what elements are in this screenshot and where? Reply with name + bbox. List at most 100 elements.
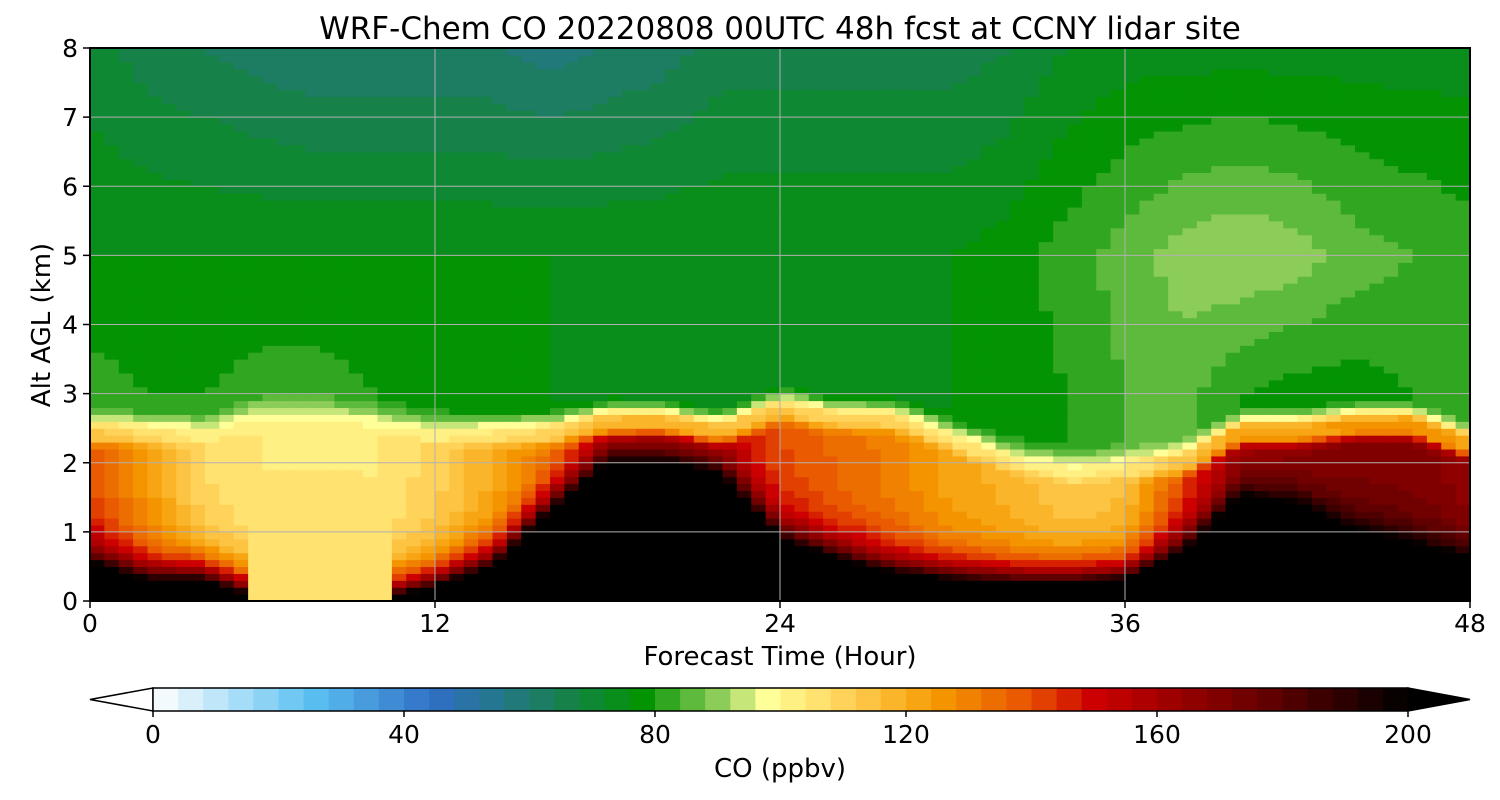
heatmap-cell (837, 400, 853, 409)
heatmap-cell (679, 241, 695, 250)
heatmap-cell (492, 276, 508, 284)
heatmap-cell (708, 442, 724, 450)
heatmap-cell (334, 421, 350, 429)
heatmap-cell (205, 365, 220, 374)
heatmap-cell (262, 310, 278, 319)
heatmap-cell (147, 566, 163, 574)
heatmap-cell (593, 255, 609, 263)
heatmap-cell (823, 331, 839, 339)
heatmap-cell (176, 179, 192, 187)
heatmap-cell (435, 276, 450, 284)
heatmap-cell (722, 372, 738, 381)
heatmap-cell (420, 234, 436, 243)
heatmap-cell (952, 573, 968, 581)
heatmap-cell (895, 75, 910, 84)
heatmap-cell (363, 117, 379, 125)
heatmap-cell (521, 172, 537, 180)
heatmap-cell (118, 324, 134, 333)
heatmap-cell (938, 54, 954, 63)
heatmap-cell (363, 497, 379, 505)
heatmap-cell (90, 61, 105, 70)
heatmap-cell (535, 365, 551, 374)
heatmap-cell (564, 262, 580, 270)
heatmap-cell (808, 345, 824, 353)
heatmap-cell (391, 269, 407, 277)
heatmap-cell (665, 518, 680, 526)
heatmap-cell (736, 538, 752, 547)
heatmap-cell (593, 538, 609, 547)
heatmap-cell (593, 193, 609, 201)
heatmap-cell (521, 61, 537, 70)
heatmap-cell (823, 144, 839, 153)
heatmap-cell (161, 179, 177, 187)
heatmap-cell (923, 317, 939, 326)
heatmap-cell (305, 61, 321, 70)
heatmap-cell (248, 234, 264, 243)
heatmap-cell (837, 518, 853, 526)
heatmap-cell (161, 421, 177, 429)
heatmap-cell (320, 186, 335, 194)
heatmap-cell (550, 365, 565, 374)
heatmap-cell (895, 359, 910, 367)
heatmap-cell (650, 172, 666, 180)
heatmap-cell (205, 490, 220, 498)
heatmap-cell (147, 393, 163, 402)
heatmap-cell (895, 151, 910, 160)
heatmap-cell (506, 511, 522, 519)
heatmap-cell (808, 96, 824, 104)
heatmap-cell (190, 276, 206, 284)
heatmap-cell (693, 151, 709, 160)
heatmap-cell (909, 490, 925, 498)
heatmap-cell (808, 137, 824, 146)
heatmap-cell (492, 573, 508, 581)
heatmap-cell (449, 200, 465, 208)
heatmap-cell (176, 442, 192, 450)
heatmap-cell (751, 48, 767, 56)
heatmap-cell (981, 545, 997, 554)
heatmap-cell (780, 448, 795, 457)
heatmap-cell (535, 117, 551, 125)
heatmap-cell (305, 365, 321, 374)
heatmap-cell (449, 276, 465, 284)
heatmap-cell (823, 552, 839, 561)
heatmap-cell (751, 393, 767, 402)
heatmap-cell (808, 54, 824, 63)
heatmap-cell (708, 54, 724, 63)
heatmap-cell (506, 193, 522, 201)
heatmap-cell (161, 483, 177, 491)
heatmap-cell (377, 255, 393, 263)
heatmap-cell (492, 580, 508, 588)
heatmap-cell (449, 504, 465, 512)
heatmap-cell (521, 580, 537, 588)
heatmap-cell (794, 200, 810, 208)
heatmap-cell (248, 324, 264, 333)
heatmap-cell (765, 594, 781, 602)
heatmap-cell (780, 518, 795, 526)
heatmap-cell (147, 379, 163, 388)
heatmap-cell (320, 82, 335, 91)
heatmap-cell (161, 276, 177, 284)
heatmap-cell (952, 345, 968, 353)
heatmap-cell (708, 518, 724, 526)
heatmap-cell (248, 400, 264, 409)
heatmap-cell (435, 566, 450, 574)
heatmap-cell (320, 110, 335, 118)
heatmap-cell (190, 303, 206, 312)
heatmap-cell (478, 580, 494, 588)
heatmap-cell (679, 435, 695, 443)
heatmap-cell (679, 165, 695, 174)
heatmap-cell (909, 158, 925, 167)
heatmap-cell (435, 428, 450, 436)
heatmap-cell (406, 545, 422, 554)
heatmap-cell (406, 276, 422, 284)
heatmap-cell (334, 68, 350, 77)
heatmap-cell (435, 310, 450, 319)
heatmap-cell (808, 559, 824, 568)
heatmap-cell (578, 352, 594, 360)
heatmap-cell (262, 213, 278, 222)
heatmap-cell (880, 317, 896, 326)
heatmap-cell (291, 573, 307, 581)
heatmap-cell (478, 165, 494, 174)
heatmap-cell (780, 552, 795, 561)
heatmap-cell (449, 331, 465, 339)
